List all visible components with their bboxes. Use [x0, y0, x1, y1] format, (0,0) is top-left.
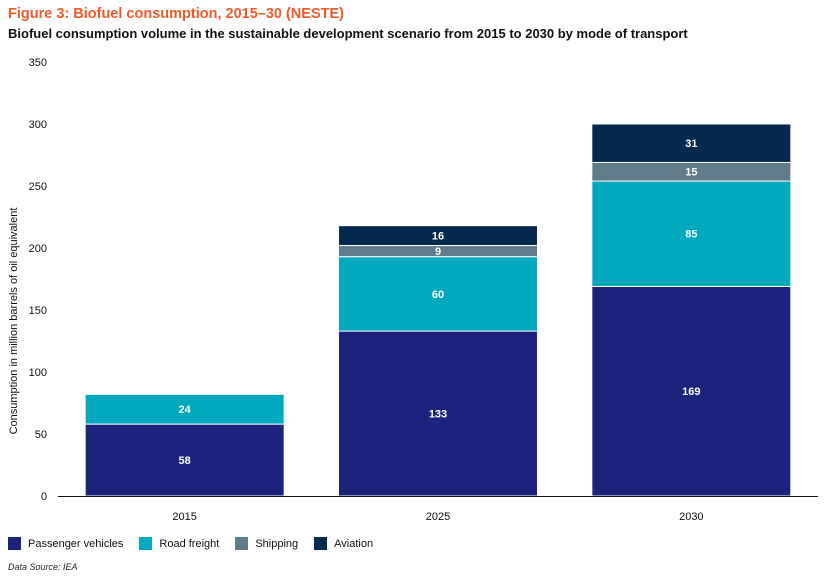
legend-label-shipping: Shipping [255, 537, 299, 550]
data-label: 9 [435, 246, 441, 258]
legend-item-passenger-vehicles: Passenger vehicles [8, 537, 123, 550]
legend-swatch-road-freight [139, 537, 153, 550]
y-axis-title: Consumption in million barrels of oil eq… [8, 208, 20, 435]
y-tick-label: 150 [29, 305, 47, 317]
y-tick-label: 0 [41, 491, 47, 503]
bar-segment-aviation-2030 [591, 123, 792, 163]
x-tick-label: 2015 [172, 511, 196, 523]
data-label: 16 [432, 231, 444, 243]
y-tick-label: 250 [29, 181, 47, 193]
legend-label-aviation: Aviation [334, 537, 374, 550]
y-tick-label: 50 [35, 429, 47, 441]
data-label: 169 [682, 386, 700, 398]
bar-segment-passenger-vehicles-2015 [84, 423, 285, 497]
bar-segment-passenger-vehicles-2030 [591, 285, 792, 497]
stacked-bar-chart: 0 50 100 150 200 250 300 350 Consumption in mill… [8, 57, 818, 523]
chart-title: Figure 3: Biofuel consumption, 2015–30 (… [8, 6, 344, 22]
x-tick-label: 2025 [426, 511, 450, 523]
data-label: 15 [685, 167, 697, 179]
x-tick-label: 2030 [679, 511, 703, 523]
legend-swatch-aviation [314, 537, 328, 550]
legend-swatch-shipping [235, 537, 249, 550]
chart-legend: Passenger vehicles Road freight Shipping… [8, 537, 389, 550]
legend-label-passenger-vehicles: Passenger vehicles [28, 537, 124, 550]
legend-label-road-freight: Road freight [159, 537, 220, 550]
y-tick-label: 350 [29, 57, 47, 69]
data-label: 60 [432, 289, 444, 301]
data-label: 31 [685, 138, 697, 150]
bar-segment-road-freight-2025 [338, 256, 538, 332]
y-tick-label: 100 [29, 367, 47, 379]
y-tick-label: 300 [29, 119, 47, 131]
bar-segment-aviation-2025 [338, 225, 538, 247]
bar-segment-passenger-vehicles-2025 [338, 330, 538, 497]
bar-segment-road-freight-2030 [591, 180, 792, 287]
legend-item-aviation: Aviation [314, 537, 373, 550]
data-source-note: Data Source: IEA [8, 562, 78, 572]
bar-segment-road-freight-2015 [84, 393, 285, 425]
data-label: 24 [179, 404, 192, 416]
legend-swatch-passenger-vehicles [8, 537, 21, 550]
data-label: 58 [179, 455, 191, 467]
y-tick-label: 200 [29, 243, 47, 255]
legend-item-shipping: Shipping [235, 537, 298, 550]
data-label: 85 [685, 229, 697, 241]
data-label: 133 [429, 409, 447, 421]
chart-subtitle: Biofuel consumption volume in the sustai… [8, 26, 688, 41]
legend-item-road-freight: Road freight [139, 537, 219, 550]
